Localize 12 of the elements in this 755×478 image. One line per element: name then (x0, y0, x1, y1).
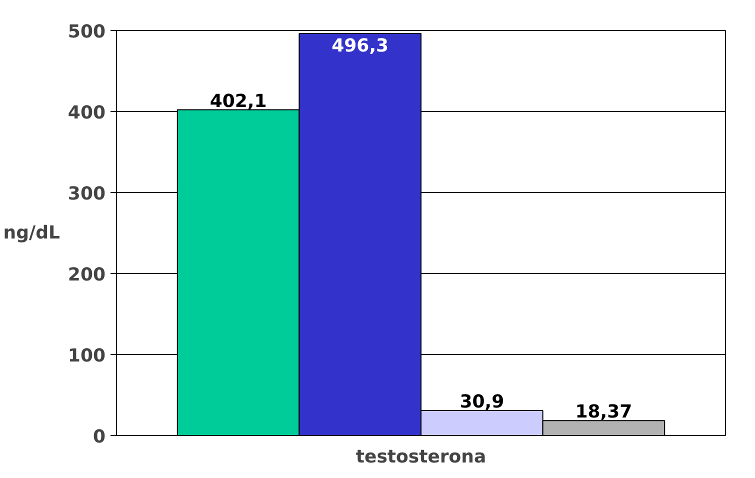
y-tick-label: 400 (68, 102, 106, 124)
y-axis-title: ng/dL (3, 222, 60, 244)
y-tick-label: 0 (92, 426, 106, 448)
y-tick-label: 300 (68, 184, 106, 204)
x-tick-label: testosterona (356, 446, 486, 468)
data-label: 30,9 (460, 391, 504, 412)
y-tick-label: 100 (68, 346, 106, 366)
data-label: 496,3 (332, 35, 389, 56)
y-tick-label: 200 (68, 264, 106, 286)
data-label: 402,1 (210, 90, 267, 112)
data-label: 18,37 (575, 402, 632, 423)
y-tick-label: 500 (68, 22, 106, 42)
